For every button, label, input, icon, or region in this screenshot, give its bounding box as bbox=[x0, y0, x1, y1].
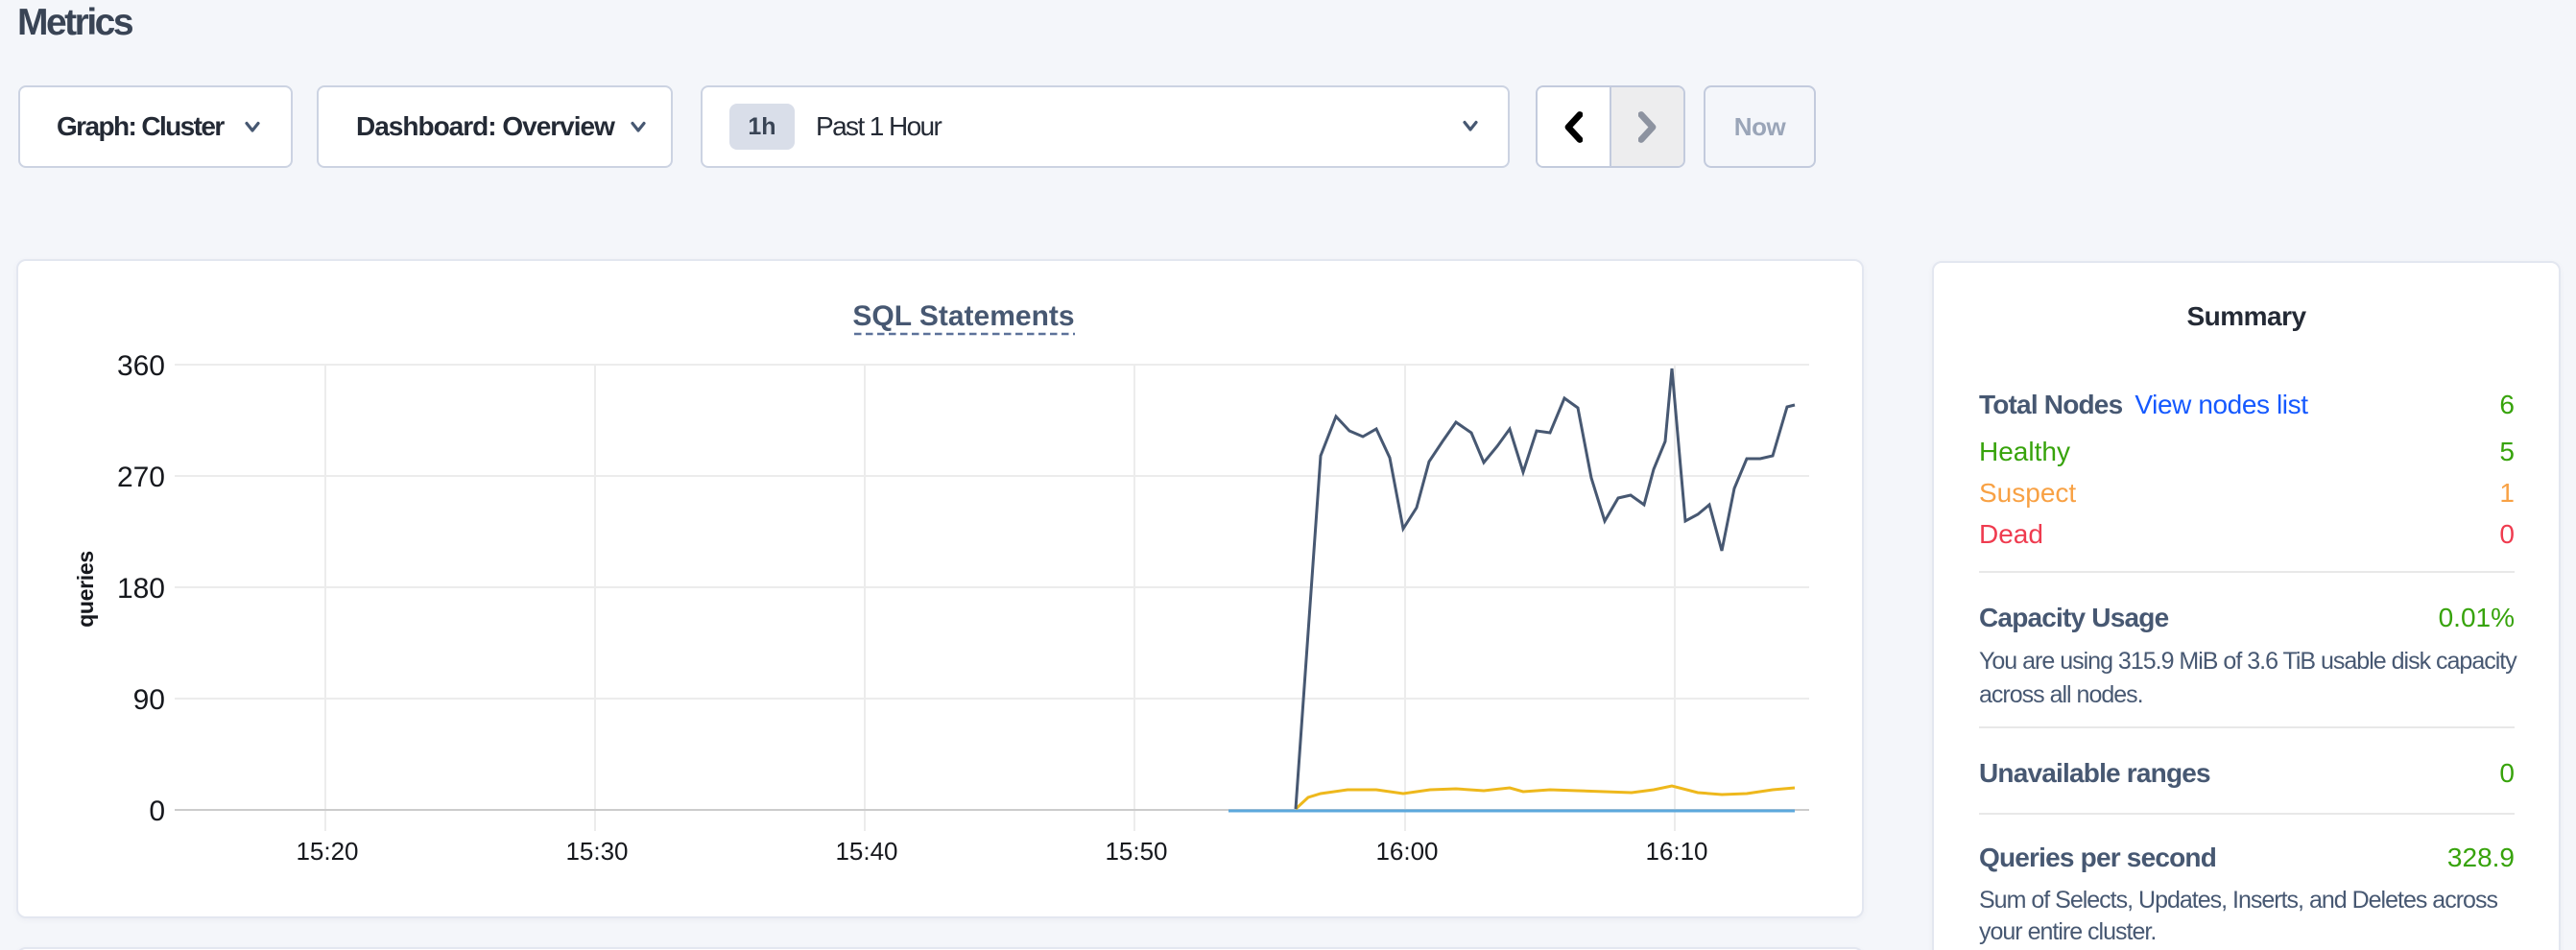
svg-text:16:10: 16:10 bbox=[1645, 837, 1707, 866]
svg-text:0: 0 bbox=[149, 796, 165, 827]
svg-text:180: 180 bbox=[117, 573, 165, 605]
svg-text:16:00: 16:00 bbox=[1375, 837, 1438, 866]
svg-text:270: 270 bbox=[117, 462, 165, 493]
svg-text:15:20: 15:20 bbox=[296, 837, 358, 866]
svg-text:queries: queries bbox=[73, 551, 98, 628]
svg-text:SQL Statements: SQL Statements bbox=[852, 300, 1074, 332]
svg-text:360: 360 bbox=[117, 350, 165, 382]
svg-text:15:40: 15:40 bbox=[835, 837, 897, 866]
svg-text:15:50: 15:50 bbox=[1105, 837, 1167, 866]
svg-text:15:30: 15:30 bbox=[565, 837, 628, 866]
svg-text:90: 90 bbox=[133, 684, 165, 716]
